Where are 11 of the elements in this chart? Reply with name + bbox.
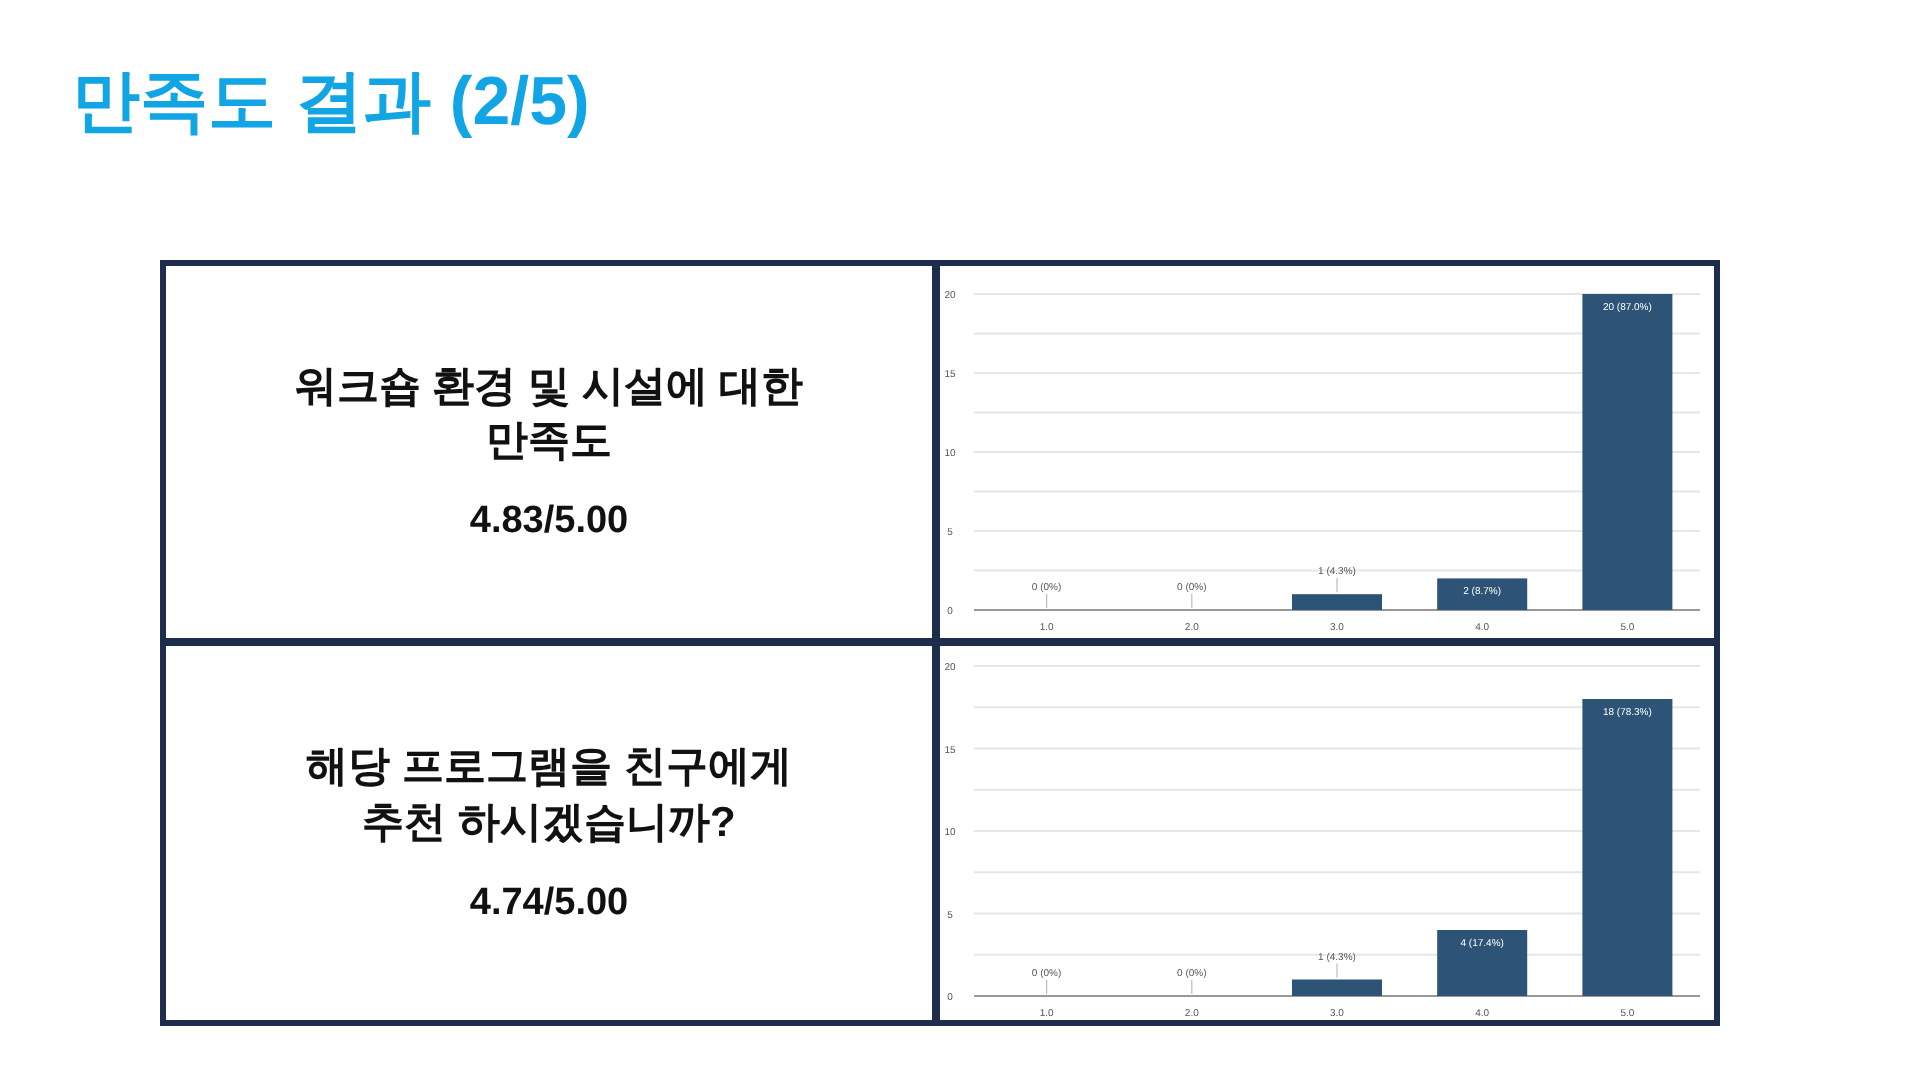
bar	[1437, 578, 1528, 610]
bar	[1582, 294, 1673, 610]
text: 만족도 결과 (2/5)	[72, 62, 590, 144]
text: 4.83/5.00	[469, 500, 629, 545]
text: 해당 프로그램을 친구에게 추천 하시겠습니까?	[304, 742, 794, 849]
bar	[1437, 930, 1528, 996]
text: 4.74/5.00	[469, 881, 629, 926]
bar	[1582, 699, 1673, 996]
bar	[1291, 594, 1383, 610]
bar	[1291, 979, 1383, 996]
text: 워크숍 환경 및 시설에 대한 만족도	[292, 361, 806, 468]
